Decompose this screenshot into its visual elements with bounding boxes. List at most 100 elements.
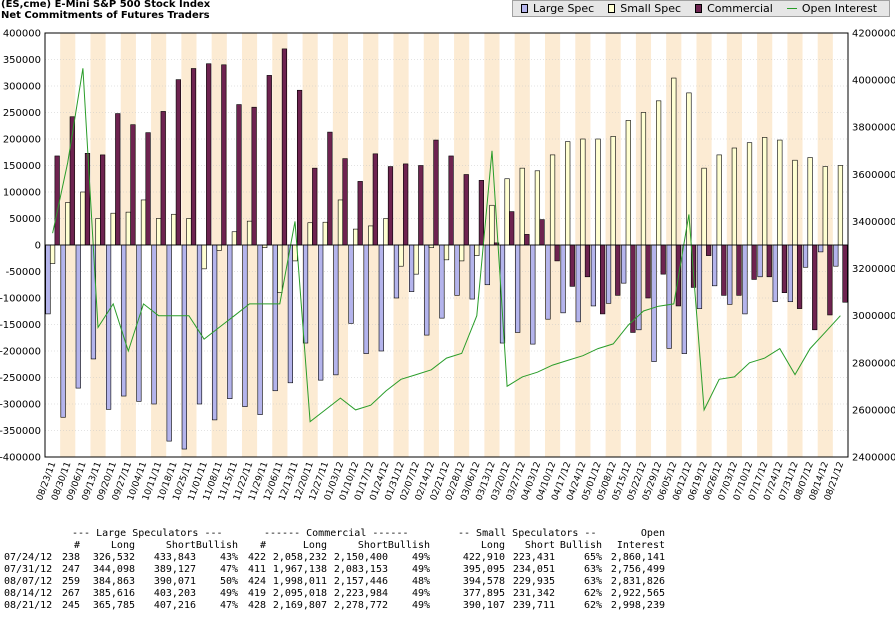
bar-large-spec (833, 244, 839, 267)
bar-large-spec (515, 244, 521, 333)
bar-small-spec (459, 244, 465, 262)
col-header: Bullish (559, 540, 602, 551)
bar-commercial (312, 167, 318, 246)
y-tick-left: 400000 (3, 29, 41, 40)
bar-commercial (130, 124, 136, 246)
table-cell: 1,967,138 (272, 564, 327, 575)
y-tick-right: 3400000 (852, 217, 895, 228)
bar-small-spec (640, 112, 647, 246)
bar-large-spec (318, 244, 324, 381)
y-tick-left: 100000 (3, 188, 41, 199)
bar-large-spec (621, 244, 627, 284)
bar-large-spec (484, 244, 490, 286)
y-tick-left: 250000 (3, 108, 41, 119)
legend-item-small-spec: Small Spec (608, 2, 681, 15)
bar-commercial (54, 155, 60, 246)
y-tick-left: 50000 (9, 214, 41, 225)
bar-small-spec (837, 165, 844, 246)
bar-large-spec (393, 244, 400, 299)
bar-large-spec (151, 244, 157, 405)
bar-small-spec (731, 147, 737, 246)
row-date: 07/24/12 (4, 552, 53, 563)
bar-commercial (448, 155, 454, 246)
bar-large-spec (742, 244, 748, 315)
bar-commercial (569, 244, 575, 287)
bar-large-spec (772, 244, 778, 303)
table-cell: 48% (411, 576, 430, 587)
table-cell: 394,578 (462, 576, 505, 587)
bar-small-spec (822, 166, 828, 246)
col-header: Bullish (387, 540, 430, 551)
bar-large-spec (348, 244, 354, 324)
bar-small-spec (762, 137, 768, 246)
legend-item-open-interest: Open Interest (786, 2, 877, 15)
bar-small-spec (716, 154, 722, 246)
table-cell: 2,756,499 (610, 564, 665, 575)
table-cell: 267 (61, 588, 80, 599)
table-cell: 234,051 (512, 564, 555, 575)
bar-large-spec (560, 244, 566, 314)
bar-small-spec (443, 244, 450, 261)
bar-commercial (539, 219, 545, 246)
line-open-interest (52, 68, 841, 423)
bar-commercial (842, 244, 848, 303)
bar-commercial (433, 139, 439, 246)
bar-commercial (175, 79, 181, 246)
bar-large-spec (454, 244, 460, 296)
bar-commercial (600, 244, 606, 315)
y-tick-right: 3200000 (852, 264, 895, 275)
table-cell: 238 (61, 552, 80, 563)
table-cell: 239,711 (512, 600, 555, 611)
table-cell: 424 (247, 576, 266, 587)
legend-swatch-large-spec (521, 4, 528, 13)
table-cell: 2,058,232 (272, 552, 327, 563)
bar-large-spec (105, 244, 112, 410)
bar-large-spec (802, 244, 809, 268)
bar-small-spec (246, 220, 253, 246)
bar-large-spec (227, 244, 233, 399)
table-cell: 49% (219, 588, 238, 599)
bar-commercial (327, 131, 333, 246)
table-cell: 2,922,565 (610, 588, 665, 599)
table-cell: 62% (583, 588, 602, 599)
table-cell: 377,895 (462, 588, 505, 599)
table-cell: 2,278,772 (333, 600, 388, 611)
chart-title: (ES,cme) E-Mini S&P 500 Stock Index (1, 0, 211, 10)
table-cell: 49% (411, 552, 430, 563)
bar-large-spec (530, 244, 536, 345)
legend-line-open-interest (786, 8, 797, 9)
bar-small-spec (65, 202, 71, 246)
table-cell: 2,831,826 (610, 576, 665, 587)
bar-small-spec (701, 167, 707, 246)
bar-commercial (796, 244, 803, 309)
bar-small-spec (549, 154, 556, 246)
table-cell: 43% (219, 552, 238, 563)
bar-small-spec (140, 199, 147, 246)
bar-small-spec (171, 213, 177, 246)
bar-small-spec (80, 191, 86, 246)
bar-large-spec (45, 244, 51, 315)
col-header: Long (302, 540, 327, 551)
table-cell: 390,107 (462, 600, 505, 611)
y-tick-right: 4200000 (852, 29, 895, 40)
col-header: Long (110, 540, 135, 551)
bar-small-spec (156, 218, 162, 246)
table-cell: 231,342 (512, 588, 555, 599)
y-tick-right: 3600000 (852, 170, 895, 181)
y-tick-left: -50000 (6, 267, 41, 278)
row-date: 07/31/12 (4, 564, 53, 575)
bar-commercial (403, 163, 409, 246)
bar-commercial (584, 244, 591, 278)
y-tick-left: 0 (35, 241, 41, 252)
bar-small-spec (231, 231, 237, 246)
bar-small-spec (277, 244, 283, 294)
bar-commercial (660, 244, 666, 275)
bar-large-spec (666, 244, 672, 349)
bar-small-spec (201, 244, 207, 270)
bar-commercial (342, 158, 348, 246)
bar-commercial (296, 89, 303, 246)
table-cell: 49% (411, 564, 430, 575)
y-tick-left: -350000 (0, 426, 41, 437)
col-header: Short (165, 540, 196, 551)
group-header-small: -- Small Speculators -- (458, 528, 597, 539)
